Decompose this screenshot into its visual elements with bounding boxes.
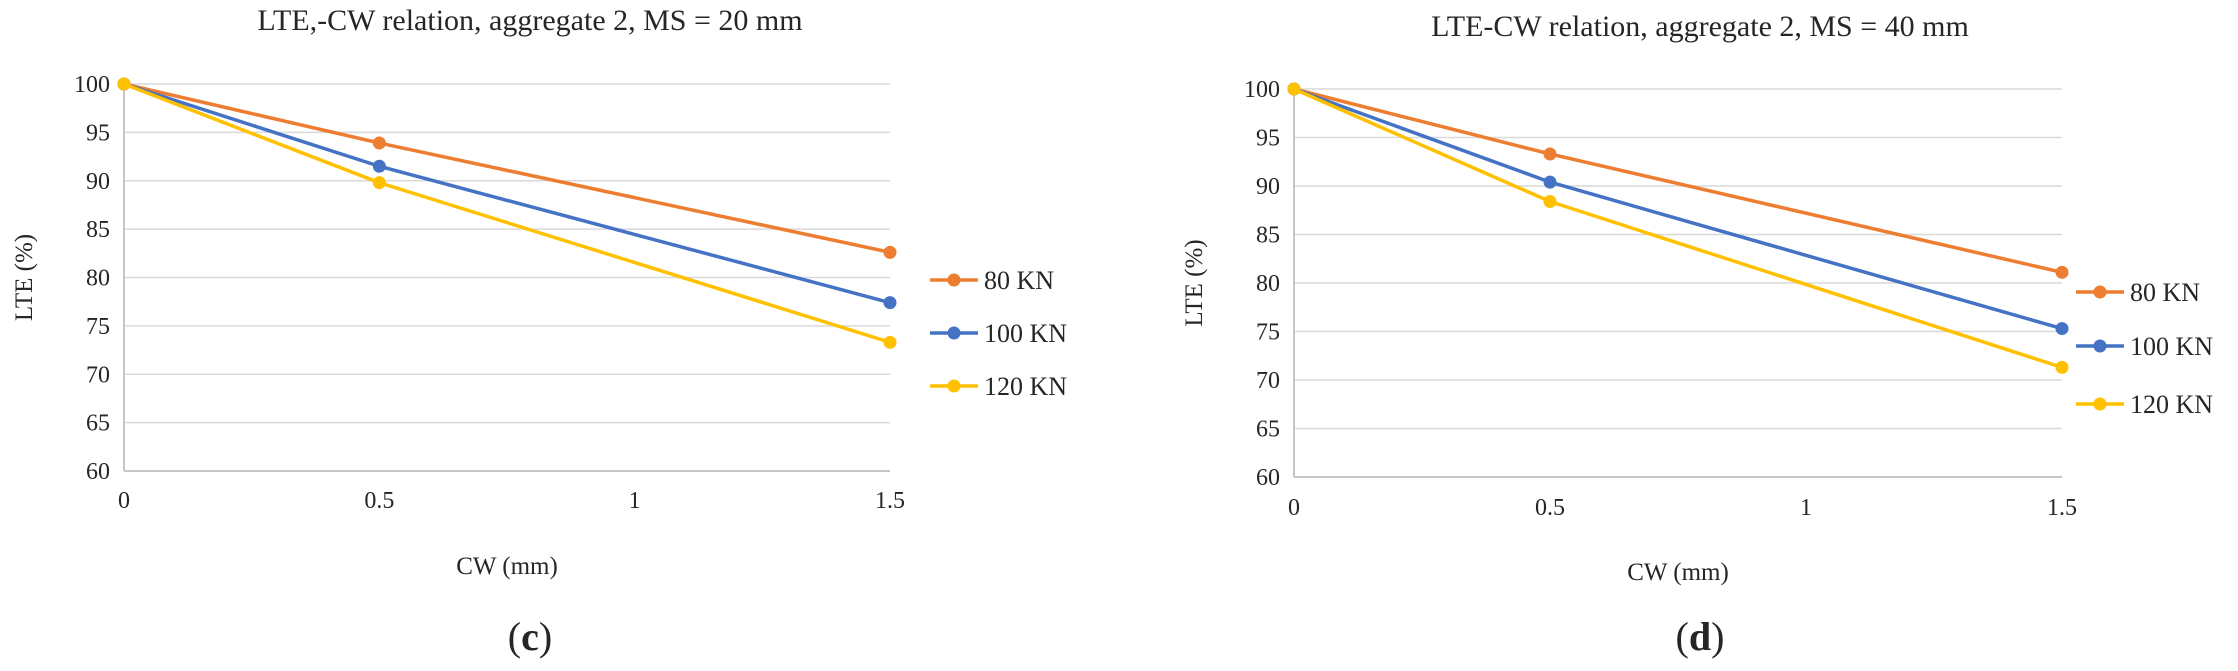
y-tick-label: 90 [86, 169, 110, 195]
data-point [883, 296, 897, 310]
x-axis-label: CW (mm) [456, 553, 558, 580]
x-tick-label: 1.5 [875, 488, 905, 514]
x-tick-label: 1 [1800, 495, 1812, 521]
y-tick-label: 95 [1256, 126, 1280, 152]
legend-label: 80 KN [2130, 278, 2200, 307]
panel-label-close: ) [1711, 614, 1724, 659]
data-point [1543, 175, 1557, 189]
y-tick-label: 60 [86, 459, 110, 485]
panel-label-letter: c [521, 614, 539, 659]
y-tick-label: 85 [86, 217, 110, 243]
panel-label-letter: d [1689, 614, 1711, 659]
y-tick-label: 80 [86, 266, 110, 292]
data-point [2055, 265, 2069, 279]
panel-label-open: ( [1676, 614, 1689, 659]
y-tick-label: 100 [1244, 77, 1280, 103]
data-point [372, 136, 386, 150]
data-point [883, 245, 897, 259]
y-tick-label: 100 [74, 72, 110, 98]
chart-title: LTE,-CW relation, aggregate 2, MS = 20 m… [257, 4, 802, 37]
y-axis-label: LTE (%) [1181, 239, 1208, 326]
data-point [1287, 82, 1301, 96]
data-point [2055, 322, 2069, 336]
x-axis-label: CW (mm) [1627, 559, 1729, 586]
x-tick-label: 1 [629, 488, 641, 514]
legend-marker [947, 273, 961, 287]
data-point [372, 159, 386, 173]
y-tick-label: 60 [1256, 465, 1280, 491]
legend-label: 100 KN [984, 319, 1067, 348]
panel-label-close: ) [539, 614, 552, 659]
chart-title: LTE-CW relation, aggregate 2, MS = 40 mm [1431, 10, 1969, 43]
data-point [372, 176, 386, 190]
y-tick-label: 75 [86, 314, 110, 340]
data-point [117, 77, 131, 91]
y-tick-label: 65 [86, 411, 110, 437]
legend-label: 100 KN [2130, 332, 2213, 361]
panel-label: (c) [508, 614, 552, 659]
series-line-100-kn [123, 82, 891, 305]
data-point [883, 335, 897, 349]
legend-marker [2093, 285, 2107, 299]
series-line-100-kn [1293, 87, 2063, 331]
x-tick-label: 0 [1288, 495, 1300, 521]
x-tick-label: 1.5 [2047, 495, 2077, 521]
data-point [2055, 360, 2069, 374]
y-tick-label: 95 [86, 120, 110, 146]
y-tick-label: 70 [1256, 368, 1280, 394]
legend-label: 120 KN [2130, 390, 2213, 419]
panel-label-open: ( [508, 614, 521, 659]
legend-marker [947, 379, 961, 393]
legend: 80 KN 100 KN 120 KN [2076, 278, 2213, 419]
x-tick-label: 0 [118, 488, 130, 514]
legend-marker [2093, 339, 2107, 353]
series-line-80-kn [1293, 87, 2063, 275]
legend-label: 120 KN [984, 372, 1067, 401]
y-tick-label: 85 [1256, 223, 1280, 249]
y-tick-label: 65 [1256, 417, 1280, 443]
y-tick-label: 75 [1256, 320, 1280, 346]
y-tick-label: 70 [86, 362, 110, 388]
y-axis-label: LTE (%) [11, 234, 38, 321]
chart-2: LTE-CW relation, aggregate 2, MS = 40 mm… [1181, 10, 2213, 659]
panel-label: (d) [1676, 614, 1725, 659]
legend-label: 80 KN [984, 266, 1054, 295]
legend-marker [2093, 397, 2107, 411]
chart-1: LTE,-CW relation, aggregate 2, MS = 20 m… [11, 4, 1067, 659]
legend: 80 KN 100 KN 120 KN [930, 266, 1067, 401]
data-point [1543, 147, 1557, 161]
legend-marker [947, 326, 961, 340]
series-line-80-kn [123, 82, 891, 255]
data-point [1543, 195, 1557, 209]
x-tick-label: 0.5 [1535, 495, 1565, 521]
x-tick-label: 0.5 [364, 488, 394, 514]
y-tick-label: 90 [1256, 174, 1280, 200]
y-tick-label: 80 [1256, 271, 1280, 297]
